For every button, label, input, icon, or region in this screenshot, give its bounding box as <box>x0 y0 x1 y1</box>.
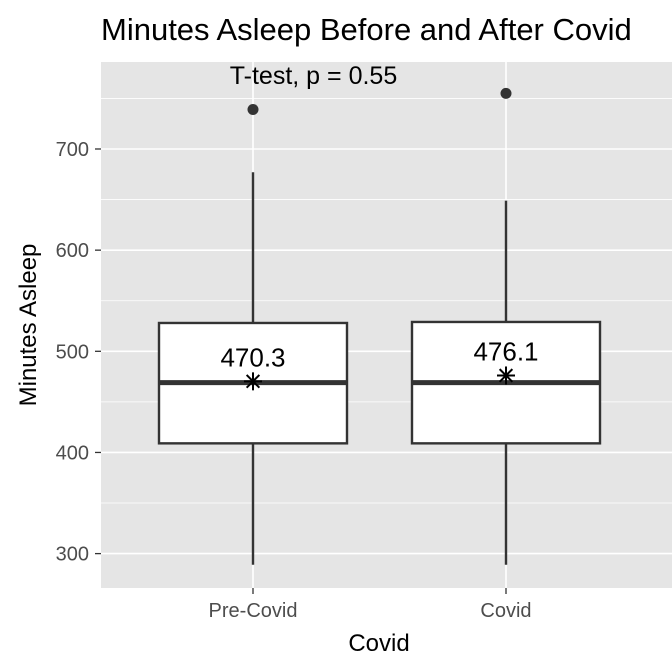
box-group-covid: 476.1 <box>410 87 602 565</box>
y-axis-title: Minutes Asleep <box>15 244 42 407</box>
x-tick-label: Pre-Covid <box>209 600 298 622</box>
y-tick-label: 400 <box>56 442 89 464</box>
y-tick-label: 600 <box>56 240 89 262</box>
boxes: 470.3 476.1 <box>157 87 602 565</box>
mean-label: 470.3 <box>220 342 285 372</box>
axes: 300 400 500 600 700 Pre-Covid Covid <box>56 139 532 622</box>
y-tick-label: 500 <box>56 341 89 363</box>
outlier-point <box>500 87 512 99</box>
box-group-pre-covid: 470.3 <box>157 104 349 565</box>
t-test-annotation: T-test, p = 0.55 <box>230 62 397 90</box>
x-axis-title: Covid <box>348 630 409 657</box>
mean-marker <box>245 374 261 389</box>
x-tick-label: Covid <box>480 600 531 622</box>
mean-marker <box>498 368 514 383</box>
y-tick-label: 300 <box>56 544 89 566</box>
mean-label: 476.1 <box>473 336 538 366</box>
chart-title: Minutes Asleep Before and After Covid <box>101 12 632 47</box>
outlier-point <box>247 104 259 116</box>
y-tick-label: 700 <box>56 139 89 161</box>
